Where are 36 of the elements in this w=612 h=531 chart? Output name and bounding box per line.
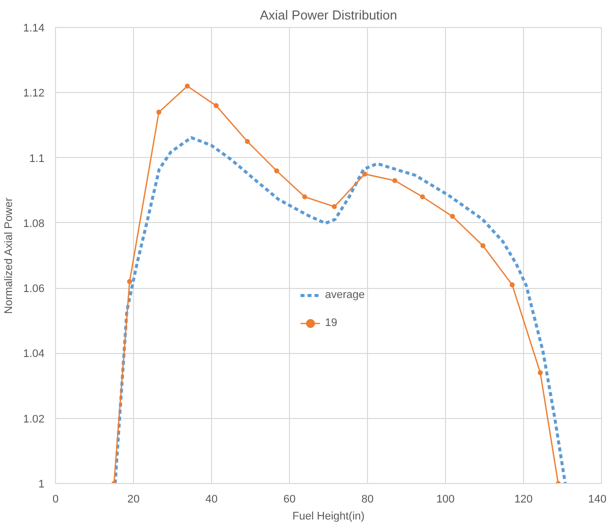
y-tick-label: 1.08: [23, 218, 45, 230]
x-tick-label: 60: [283, 494, 296, 506]
point: [510, 282, 515, 288]
point: [332, 204, 337, 210]
y-axis-title: Normalized Axial Power: [3, 197, 16, 314]
x-tick-label: 140: [588, 494, 607, 506]
point: [362, 172, 368, 177]
point: [184, 84, 190, 89]
y-tick-label: 1.1: [29, 152, 45, 165]
y-tick-label: 1.04: [23, 348, 45, 360]
y-tick-label: 1.06: [23, 283, 45, 296]
point: [392, 178, 398, 184]
x-tick-label: 20: [127, 494, 140, 506]
point: [156, 110, 162, 115]
y-tick-label: 1.14: [23, 22, 45, 34]
chart-title: Axial Power Distribution: [260, 8, 398, 22]
x-tick-label: 40: [205, 494, 218, 506]
point: [214, 103, 219, 108]
x-tick-label: 100: [436, 494, 455, 506]
x-tick-label: 80: [361, 494, 374, 506]
point: [302, 194, 308, 200]
x-tick-label: 0: [52, 494, 59, 506]
point: [127, 279, 132, 284]
point: [244, 139, 250, 144]
x-axis-title: Fuel Height(in): [292, 510, 365, 522]
point: [450, 214, 456, 219]
y-tick-label: 1: [38, 478, 45, 490]
legend-label: average: [325, 289, 365, 301]
y-tick-label: 1.12: [23, 88, 45, 100]
point: [480, 243, 486, 248]
point: [420, 194, 425, 200]
legend-label: 19: [325, 317, 338, 329]
x-tick-label: 120: [514, 494, 533, 506]
point: [538, 370, 543, 376]
y-tick-label: 1.02: [23, 413, 45, 426]
point: [274, 168, 280, 174]
